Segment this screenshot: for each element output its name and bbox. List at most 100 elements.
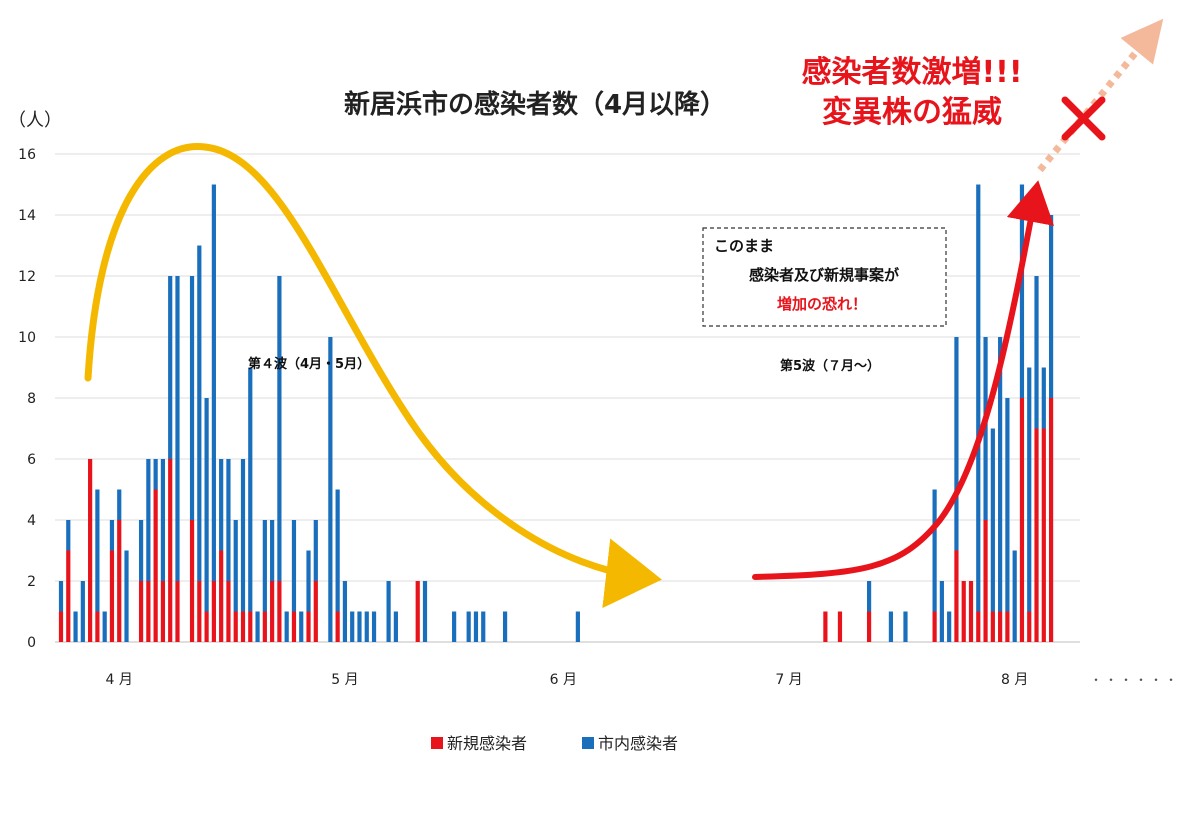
legend-swatch-city bbox=[582, 737, 594, 749]
bar-city-cases bbox=[932, 489, 937, 612]
bar-city-cases bbox=[313, 520, 318, 581]
x-trailing-marker: ・・・・・・ bbox=[1090, 673, 1180, 687]
bar-city-cases bbox=[73, 611, 78, 642]
y-tick-label: 16 bbox=[18, 147, 36, 163]
bar-city-cases bbox=[189, 276, 195, 520]
bar-city-cases bbox=[248, 367, 253, 612]
y-tick-label: 6 bbox=[27, 452, 36, 468]
bar-new-cases bbox=[415, 581, 420, 642]
bar-city-cases bbox=[903, 611, 908, 642]
bar-city-cases bbox=[117, 489, 122, 520]
bar-city-cases bbox=[226, 459, 231, 581]
wave5-label: 第5波（７月～） bbox=[780, 358, 880, 374]
bar-city-cases bbox=[473, 611, 479, 642]
bar-city-cases bbox=[168, 276, 173, 459]
legend-label-new: 新規感染者 bbox=[447, 734, 527, 753]
bar-city-cases bbox=[888, 611, 894, 642]
bar-city-cases bbox=[947, 611, 952, 642]
bar-new-cases bbox=[109, 550, 115, 642]
y-axis-unit: （人） bbox=[8, 110, 62, 131]
alert-line-2: 変異株の猛威 bbox=[822, 95, 1002, 130]
bar-new-cases bbox=[248, 611, 253, 642]
bar-city-cases bbox=[197, 245, 202, 581]
bar-city-cases bbox=[466, 611, 471, 642]
bar-new-cases bbox=[1034, 428, 1039, 642]
bar-new-cases bbox=[168, 459, 173, 642]
series-new-cases bbox=[58, 398, 1054, 642]
bar-new-cases bbox=[262, 611, 267, 642]
cross-icon bbox=[1061, 96, 1106, 141]
bar-city-cases bbox=[328, 337, 333, 642]
legend-label-city: 市内感染者 bbox=[598, 734, 678, 753]
bar-new-cases bbox=[866, 611, 872, 642]
bar-city-cases bbox=[1034, 276, 1039, 429]
bar-city-cases bbox=[502, 611, 508, 642]
bar-new-cases bbox=[990, 611, 995, 642]
bar-city-cases bbox=[66, 520, 71, 551]
chart-title: 新居浜市の感染者数（4月以降） bbox=[344, 89, 726, 120]
bar-city-cases bbox=[138, 520, 144, 581]
bar-city-cases bbox=[357, 611, 362, 642]
warning-box bbox=[702, 227, 947, 327]
bar-city-cases bbox=[306, 550, 311, 612]
bar-city-cases bbox=[80, 581, 85, 642]
bar-new-cases bbox=[823, 611, 828, 642]
bar-city-cases bbox=[95, 489, 100, 612]
wave4-arrow bbox=[84, 143, 662, 609]
bar-city-cases bbox=[102, 611, 107, 642]
bar-new-cases bbox=[954, 550, 959, 642]
bar-city-cases bbox=[1048, 215, 1054, 398]
bar-city-cases bbox=[255, 611, 260, 642]
bar-new-cases bbox=[226, 581, 231, 642]
bar-new-cases bbox=[961, 581, 966, 642]
x-tick-label: 7 月 bbox=[775, 672, 802, 688]
legend-swatch-new bbox=[431, 737, 443, 749]
y-tick-label: 0 bbox=[27, 635, 36, 651]
bar-city-cases bbox=[284, 611, 289, 642]
wave4-label: 第４波（4月・5月） bbox=[248, 356, 370, 372]
bar-city-cases bbox=[270, 520, 275, 581]
bar-new-cases bbox=[1048, 398, 1054, 642]
x-tick-label: 6 月 bbox=[550, 672, 577, 688]
bar-new-cases bbox=[306, 611, 311, 642]
warning-box-line-3: 増加の恐れ！ bbox=[777, 295, 867, 313]
bar-new-cases bbox=[189, 520, 195, 642]
bar-new-cases bbox=[291, 611, 297, 642]
bar-new-cases bbox=[277, 581, 282, 642]
bar-new-cases bbox=[138, 581, 144, 642]
bar-city-cases bbox=[1041, 367, 1046, 429]
bar-new-cases bbox=[175, 581, 180, 642]
bar-city-cases bbox=[371, 611, 377, 642]
bar-new-cases bbox=[998, 611, 1003, 642]
gridlines bbox=[55, 153, 1080, 643]
bar-city-cases bbox=[58, 581, 64, 612]
bar-new-cases bbox=[117, 520, 122, 642]
wave5-arrow bbox=[752, 180, 1055, 580]
bar-city-cases bbox=[393, 611, 398, 642]
bar-city-cases bbox=[350, 611, 355, 642]
bar-new-cases bbox=[95, 611, 100, 642]
bar-new-cases bbox=[1019, 398, 1025, 642]
bar-city-cases bbox=[998, 337, 1003, 612]
warning-box-line-1: このまま bbox=[714, 237, 774, 255]
bar-new-cases bbox=[335, 611, 340, 642]
bar-city-cases bbox=[422, 581, 428, 642]
bar-city-cases bbox=[1005, 398, 1010, 612]
y-tick-label: 10 bbox=[18, 330, 36, 346]
bar-new-cases bbox=[153, 489, 158, 642]
bar-city-cases bbox=[291, 520, 297, 612]
x-month-labels: 4 月 5 月 6 月 7 月 8 月 bbox=[106, 672, 1029, 688]
bar-city-cases bbox=[976, 184, 981, 612]
bar-new-cases bbox=[240, 611, 246, 642]
bar-city-cases bbox=[299, 611, 304, 642]
bar-city-cases bbox=[160, 459, 166, 581]
bar-new-cases bbox=[219, 550, 224, 642]
y-tick-label: 12 bbox=[18, 269, 36, 285]
bar-city-cases bbox=[124, 550, 129, 642]
series-city-cases bbox=[58, 184, 1054, 642]
x-tick-label: 4 月 bbox=[106, 672, 133, 688]
bar-new-cases bbox=[837, 611, 843, 642]
bar-new-cases bbox=[204, 611, 209, 642]
bar-new-cases bbox=[58, 611, 64, 642]
bar-new-cases bbox=[1041, 428, 1046, 642]
